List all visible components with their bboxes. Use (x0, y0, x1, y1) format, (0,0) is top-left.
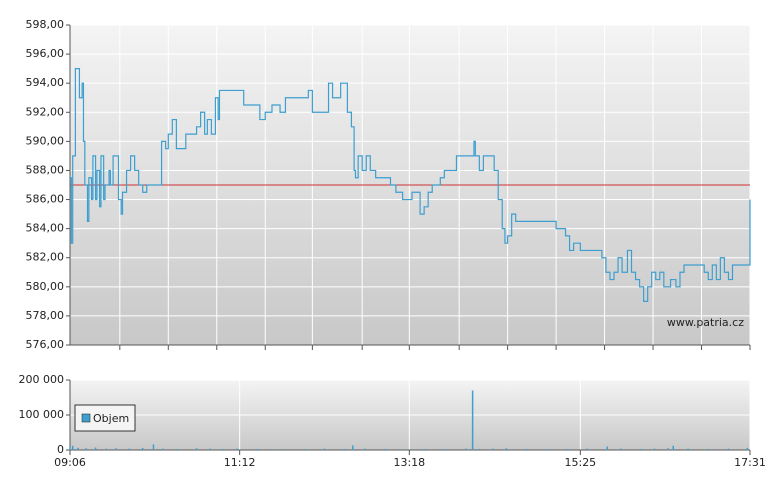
price-line (70, 68, 751, 302)
volume-bar (478, 448, 481, 450)
y-tick-label: 588,00 (26, 163, 65, 176)
y-tick-label: 584,00 (26, 222, 65, 235)
volume-bar (653, 448, 656, 450)
x-tick-label: 11:12 (224, 456, 256, 469)
volume-bar (105, 448, 108, 450)
volume-bar (236, 448, 238, 450)
x-tick-label: 17:31 (734, 456, 766, 469)
x-tick-label: 13:18 (393, 456, 425, 469)
volume-bar (404, 449, 407, 450)
volume-bar (128, 448, 130, 450)
y-tick-label: 594,00 (26, 76, 65, 89)
y-tick-label: 592,00 (26, 105, 65, 118)
x-tick-label: 15:25 (564, 456, 596, 469)
volume-bar (525, 448, 528, 450)
volume-bar (256, 448, 258, 450)
volume-bar (222, 448, 225, 450)
volume-bar (492, 448, 494, 450)
volume-bar (471, 390, 474, 450)
y-tick-label: 586,00 (26, 193, 65, 206)
volume-bar (746, 447, 749, 450)
volume-bar (352, 445, 354, 450)
volume-bar (162, 448, 164, 450)
volume-bar (85, 448, 87, 450)
volume-bar (209, 448, 211, 450)
volume-bar (619, 448, 622, 450)
volume-bar (640, 448, 642, 450)
volume-bar (727, 448, 730, 450)
y-tick-label: 578,00 (26, 309, 65, 322)
volume-bar (115, 448, 117, 450)
volume-bar (384, 448, 386, 450)
legend-box (74, 404, 136, 432)
volume-bar (424, 448, 427, 450)
volume-bar (364, 448, 366, 450)
volume-bar (606, 446, 609, 450)
x-tick-label: 09:06 (54, 456, 86, 469)
y-tick-label: 200 000 (19, 373, 65, 386)
volume-bar (667, 448, 669, 450)
volume-bar (195, 448, 198, 450)
volume-bar (175, 448, 178, 450)
volume-bar (687, 448, 689, 450)
volume-bar (566, 448, 568, 450)
volume-bar (323, 448, 326, 450)
volume-bar (69, 447, 71, 450)
y-tick-label: 580,00 (26, 280, 65, 293)
volume-bar (586, 448, 588, 450)
y-tick-label: 0 (57, 443, 64, 456)
volume-bar (505, 448, 508, 450)
volume-bar (303, 448, 306, 450)
y-tick-label: 582,00 (26, 251, 65, 264)
volume-bar (94, 447, 97, 450)
volume-bar (545, 448, 548, 450)
volume-bar (672, 445, 674, 450)
y-tick-label: 100 000 (19, 408, 65, 421)
volume-bar (343, 448, 346, 450)
watermark: www.patria.cz (667, 316, 744, 329)
volume-bar (141, 447, 144, 450)
volume-bar (276, 449, 279, 450)
volume-bar (77, 447, 79, 450)
volume-bar (707, 448, 710, 450)
volume-bar (444, 448, 447, 450)
y-tick-label: 576,00 (26, 338, 65, 351)
y-tick-label: 596,00 (26, 47, 65, 60)
volume-bar (152, 444, 155, 450)
legend-swatch (81, 413, 91, 423)
volume-bar (71, 445, 74, 450)
y-tick-label: 590,00 (26, 134, 65, 147)
y-tick-label: 598,00 (26, 18, 65, 31)
legend-label: Objem (93, 412, 129, 425)
volume-bar (465, 448, 467, 450)
